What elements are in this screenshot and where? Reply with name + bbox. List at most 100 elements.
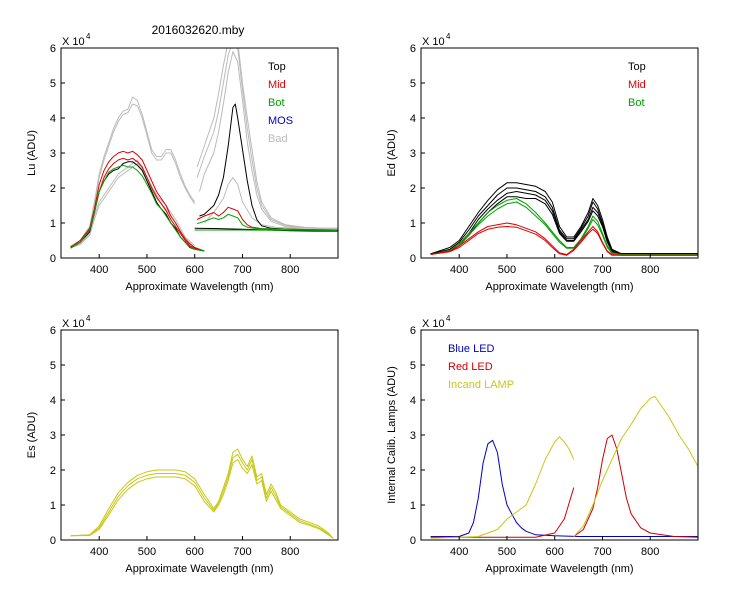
legend-entry-bad: Bad xyxy=(268,133,288,145)
series-line-top xyxy=(430,187,698,255)
x-tick-label: 800 xyxy=(641,264,659,276)
series-line-es xyxy=(70,459,334,539)
series-line-top xyxy=(430,191,698,255)
y-tick-label: 0 xyxy=(410,535,416,547)
y-tick-label: 3 xyxy=(410,148,416,160)
x-axis-label: Approximate Wavelength (nm) xyxy=(485,281,633,293)
series-line-bot xyxy=(196,213,338,231)
y-exponent-power: 4 xyxy=(86,314,91,323)
y-tick-label: 4 xyxy=(50,113,56,125)
y-tick-label: 4 xyxy=(50,395,56,407)
legend: Blue LED Red LED Incand LAMP xyxy=(448,343,514,391)
y-tick-label: 1 xyxy=(50,500,56,512)
y-axis-label: Es (ADU) xyxy=(26,412,38,458)
series-line-mid xyxy=(70,150,205,252)
y-tick-label: 3 xyxy=(50,148,56,160)
x-tick-label: 600 xyxy=(546,264,564,276)
series-group xyxy=(430,396,698,539)
series-line-bad xyxy=(70,159,196,248)
y-exponent-power: 4 xyxy=(446,314,451,323)
series-line-es xyxy=(70,453,334,539)
legend: Top Mid Bot xyxy=(628,61,646,109)
x-tick-label: 600 xyxy=(186,264,204,276)
series-line-bad xyxy=(70,103,196,248)
y-tick-label: 0 xyxy=(50,253,56,265)
legend-entry-top: Top xyxy=(628,61,646,73)
legend-entry-incand-lamp: Incand LAMP xyxy=(448,379,514,391)
y-axis-label: Ed (ADU) xyxy=(386,129,398,176)
series-line-bad xyxy=(196,48,338,229)
x-tick-label: 700 xyxy=(233,264,251,276)
series-line-bad xyxy=(196,48,338,229)
y-tick-label: 1 xyxy=(410,500,416,512)
series-line-blue-led xyxy=(430,439,698,537)
legend-entry-bot: Bot xyxy=(268,97,285,109)
y-tick-label: 5 xyxy=(50,360,56,372)
x-tick-label: 400 xyxy=(450,546,468,558)
y-exponent-label: X 10 xyxy=(62,318,85,330)
y-tick-label: 1 xyxy=(410,218,416,230)
legend-entry-blue-led: Blue LED xyxy=(448,343,495,355)
y-axis-label: Lu (ADU) xyxy=(26,130,38,176)
series-group xyxy=(70,448,334,539)
y-tick-label: 1 xyxy=(50,218,56,230)
x-tick-label: 700 xyxy=(593,546,611,558)
x-tick-label: 800 xyxy=(281,264,299,276)
y-tick-label: 6 xyxy=(50,325,56,337)
legend-entry-bot: Bot xyxy=(628,97,645,109)
x-tick-label: 400 xyxy=(450,264,468,276)
x-tick-label: 500 xyxy=(138,546,156,558)
x-tick-label: 800 xyxy=(281,546,299,558)
series-line-mid xyxy=(430,226,698,256)
y-tick-label: 6 xyxy=(50,43,56,55)
legend-entry-mid: Mid xyxy=(628,79,646,91)
y-tick-label: 4 xyxy=(410,395,416,407)
y-exponent-label: X 10 xyxy=(62,36,85,48)
series-line-incand-lamp xyxy=(573,396,698,537)
y-tick-label: 0 xyxy=(410,253,416,265)
y-tick-label: 6 xyxy=(410,43,416,55)
y-tick-label: 2 xyxy=(50,183,56,195)
series-line-bot xyxy=(70,164,205,252)
y-tick-label: 3 xyxy=(50,430,56,442)
y-tick-label: 5 xyxy=(410,78,416,90)
x-tick-label: 500 xyxy=(498,264,516,276)
x-tick-label: 700 xyxy=(593,264,611,276)
y-tick-label: 2 xyxy=(410,183,416,195)
legend-entry-mid: Mid xyxy=(268,79,286,91)
series-line-bad xyxy=(70,96,196,247)
series-line-top xyxy=(430,182,698,255)
series-line-bad xyxy=(199,51,338,230)
legend-entry-mos: MOS xyxy=(268,115,293,127)
x-tick-label: 800 xyxy=(641,546,659,558)
x-tick-label: 400 xyxy=(90,546,108,558)
y-exponent-label: X 10 xyxy=(422,36,445,48)
series-line-incand-lamp xyxy=(430,436,575,539)
y-axis-label: Internal Calib. Lamps (ADU) xyxy=(386,366,398,504)
x-axis-label: Approximate Wavelength (nm) xyxy=(485,563,633,575)
x-tick-label: 400 xyxy=(90,264,108,276)
legend-entry-red-led: Red LED xyxy=(448,361,493,373)
legend-entry-top: Top xyxy=(268,61,286,73)
y-tick-label: 5 xyxy=(410,360,416,372)
y-tick-label: 5 xyxy=(50,78,56,90)
y-exponent-label: X 10 xyxy=(422,318,445,330)
series-line-bot xyxy=(430,201,698,255)
series-line-red-led xyxy=(430,487,575,538)
series-line-bot xyxy=(430,198,698,255)
x-axis-label: Approximate Wavelength (nm) xyxy=(125,563,273,575)
x-tick-label: 700 xyxy=(233,546,251,558)
series-line-bad xyxy=(203,177,338,230)
series-line-es xyxy=(70,448,334,539)
series-group xyxy=(430,182,698,256)
y-tick-label: 2 xyxy=(410,465,416,477)
y-tick-label: 2 xyxy=(50,465,56,477)
x-tick-label: 600 xyxy=(186,546,204,558)
y-tick-label: 4 xyxy=(410,113,416,125)
x-tick-label: 500 xyxy=(498,546,516,558)
